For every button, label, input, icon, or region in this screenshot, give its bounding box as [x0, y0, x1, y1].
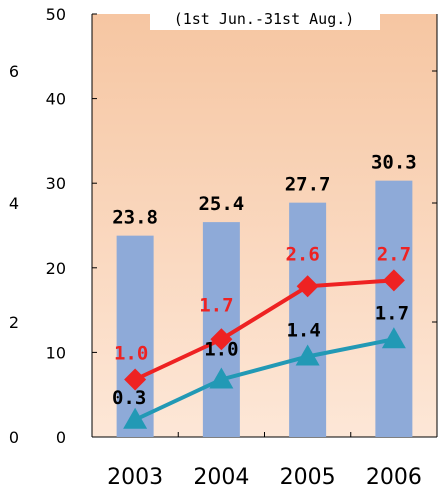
- x-tick-label: 2006: [366, 465, 422, 490]
- triangle-marker: [295, 344, 320, 366]
- teal-value-label: 0.3: [112, 387, 146, 409]
- left-tick-label: 10: [46, 343, 66, 362]
- right-tick-label: 0: [9, 428, 19, 447]
- right-tick-label: 4: [9, 194, 19, 213]
- x-tick-label: 2003: [107, 465, 163, 490]
- data-labels: 23.8 25.4 27.7 30.3 1.0 1.7 2.6 2.7 0.3 1.0 1.4 1.7: [112, 152, 417, 409]
- subtitle-background: [150, 8, 380, 30]
- red-value-label: 1.7: [199, 294, 233, 316]
- teal-line: [134, 337, 395, 422]
- left-tick-label: 40: [46, 90, 66, 109]
- diamond-marker: [296, 275, 319, 298]
- teal-value-label: 1.7: [375, 302, 409, 324]
- left-tick-label: 30: [46, 174, 66, 193]
- x-tick-label: 2005: [280, 465, 336, 490]
- line-series: [123, 269, 406, 429]
- triangle-marker: [209, 367, 234, 389]
- left-tick-label: 0: [56, 428, 66, 447]
- left-tick-label: 20: [46, 259, 66, 278]
- triangle-marker: [123, 407, 148, 429]
- red-value-label: 1.0: [114, 343, 148, 365]
- x-tick-label: 2004: [193, 465, 249, 490]
- bar: [375, 180, 413, 438]
- diamond-marker: [382, 269, 405, 292]
- left-tick-label: 50: [46, 5, 66, 24]
- bar: [116, 235, 154, 437]
- teal-value-label: 1.0: [204, 339, 238, 361]
- diamond-marker: [124, 368, 147, 391]
- diamond-marker: [210, 328, 233, 351]
- chart-subtitle: (1st Jun.-31st Aug.): [174, 10, 355, 28]
- bar-value-label: 27.7: [285, 174, 331, 196]
- red-line: [134, 278, 395, 382]
- bar-value-label: 30.3: [371, 152, 417, 174]
- red-value-label: 2.6: [285, 243, 319, 265]
- right-tick-label: 6: [9, 62, 19, 81]
- red-value-label: 2.7: [377, 243, 411, 265]
- bar: [289, 202, 327, 437]
- bar-value-label: 25.4: [198, 193, 244, 215]
- triangle-marker: [381, 327, 406, 349]
- right-tick-label: 2: [9, 313, 19, 332]
- bar-value-label: 23.8: [112, 207, 158, 229]
- x-axis-ticks: 2003 2004 2005 2006: [91, 432, 438, 490]
- right-axis: 0 2 4 6: [9, 14, 438, 447]
- teal-value-label: 1.4: [286, 320, 320, 342]
